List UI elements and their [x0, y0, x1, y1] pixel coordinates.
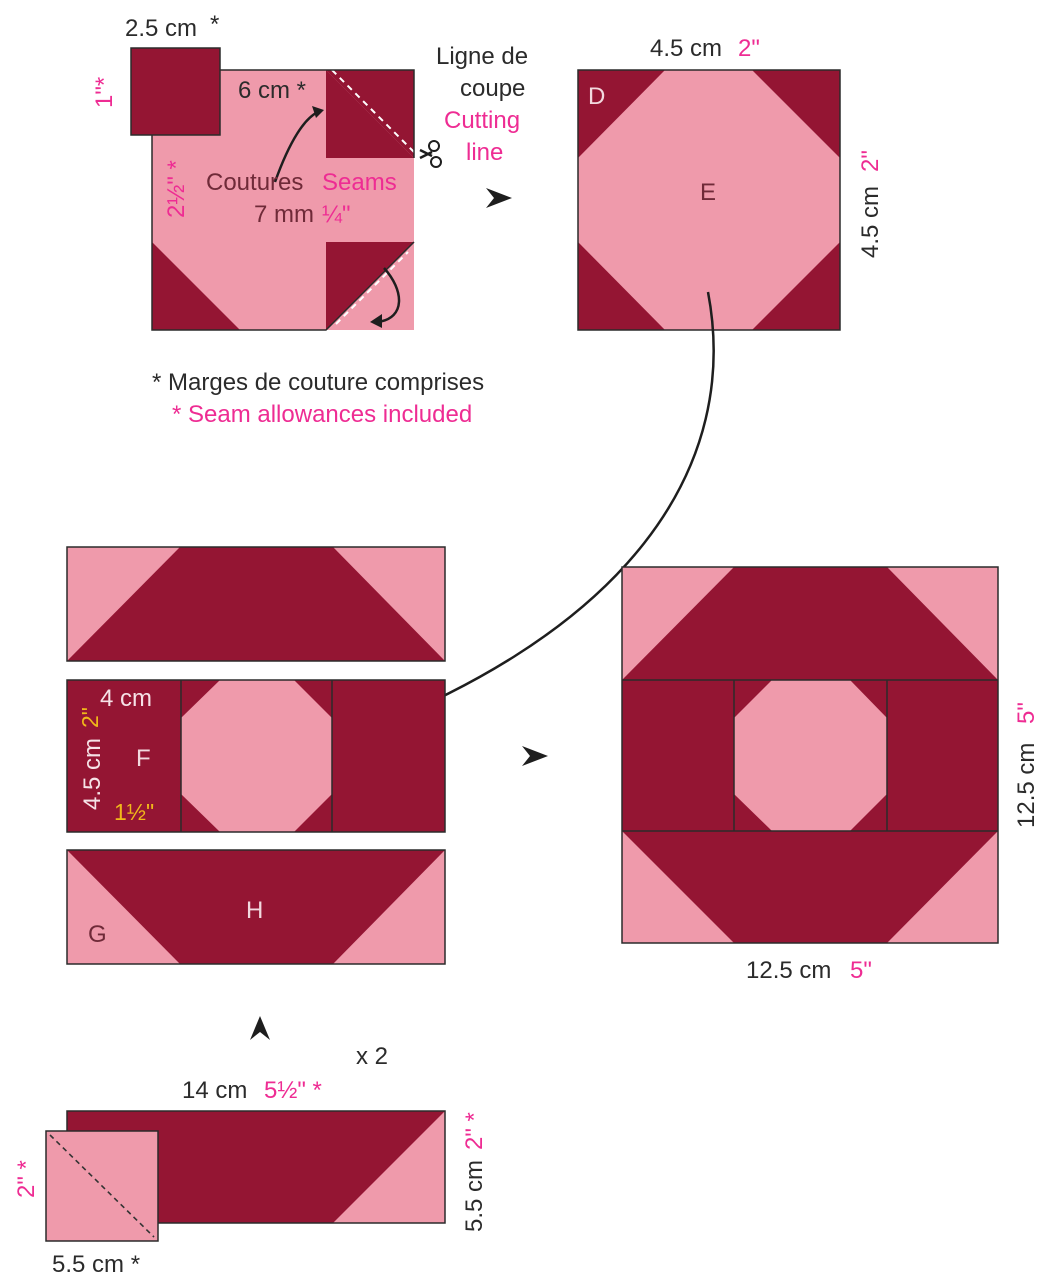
step5-multiplier: x 2: [356, 1043, 388, 1070]
step2-height-in: 2": [857, 150, 884, 172]
step4-width-in: 5": [850, 957, 872, 984]
step1-seam-arrow: [273, 110, 319, 183]
step1-seams-size-in: ¼": [322, 201, 351, 228]
step2-label-e: E: [700, 179, 716, 206]
step5-length-in: 5½" *: [264, 1077, 322, 1104]
step1-big-width: 6 cm *: [238, 77, 306, 104]
step4-block: 12.5 cm 5" 12.5 cm 5": [621, 566, 1040, 984]
step3-f-width-in: 2": [77, 707, 103, 728]
step1-big-height-in: 2½" *: [163, 160, 190, 218]
step3-label-g: G: [88, 921, 107, 948]
step1-cut-fr-2: coupe: [460, 75, 525, 102]
step3-label-f: F: [136, 745, 151, 772]
step5-square-cm: 5.5 cm *: [52, 1251, 140, 1277]
step2-width-cm: 4.5 cm: [650, 35, 722, 62]
step2-label-d: D: [588, 83, 605, 110]
step1-cut-en-2: line: [466, 139, 503, 166]
step1-seams-size: 7 mm: [254, 201, 314, 228]
step1-cut-line-2: [335, 251, 409, 325]
step5-square-in: 2" *: [13, 1160, 40, 1198]
scissors-icon: [419, 140, 442, 168]
step1-fold-arrow: [377, 267, 401, 324]
arrow-right-icon: [486, 188, 512, 208]
step3-f-height-in: 1½": [114, 799, 154, 825]
step4-height-cm: 12.5 cm: [1013, 743, 1040, 828]
step1-small-width: 2.5 cm: [125, 15, 197, 42]
step5-height-cm: 5.5 cm: [461, 1160, 488, 1232]
step3-bottom-row: G H: [66, 849, 446, 965]
arrow-up-icon: [250, 1016, 270, 1040]
step3-f-width-cm: 4 cm: [100, 685, 152, 712]
step1-assembly: 2.5 cm * 1"* 6 cm * 2½" * Ligne de coupe…: [91, 11, 528, 331]
step1-corner-top-right-folded: [326, 70, 414, 158]
step5-height-in: 2" *: [461, 1112, 488, 1150]
step1-small-square: [131, 48, 220, 135]
step2-width-in: 2": [738, 35, 760, 62]
arrow-right-icon-2: [522, 746, 548, 766]
step1-cut-fr-1: Ligne de: [436, 43, 528, 70]
note-fr: * Marges de couture comprises: [152, 369, 484, 396]
step2-block: D E 4.5 cm 2" 4.5 cm 2": [577, 35, 884, 331]
step1-seams-en: Seams: [322, 169, 397, 196]
step1-corner-bottom-left: [152, 242, 240, 330]
step2-octagon: [578, 70, 840, 330]
step3-middle-row: 4 cm 2" 4.5 cm F 1½": [66, 679, 446, 833]
step1-cut-en-1: Cutting: [444, 107, 520, 134]
step3-label-h: H: [246, 897, 263, 924]
step5-length-cm: 14 cm: [182, 1077, 247, 1104]
step5-strip: x 2 14 cm 5½" * 5.5 cm 2" * 2" * 5.5 cm …: [13, 1043, 488, 1277]
step1-big-outline: [151, 69, 415, 331]
step1-seams-fr: Coutures: [206, 169, 303, 196]
step1-small-width-star: *: [210, 11, 219, 38]
step3-top-row: [66, 546, 446, 662]
step3-f-height-cm: 4.5 cm: [79, 738, 106, 810]
note-en: * Seam allowances included: [172, 401, 472, 428]
step1-small-height-in: 1"*: [91, 77, 118, 108]
step1-cut-line: [331, 69, 415, 153]
step4-height-in: 5": [1013, 702, 1040, 724]
step4-width-cm: 12.5 cm: [746, 957, 831, 984]
step2-height-cm: 4.5 cm: [857, 186, 884, 258]
